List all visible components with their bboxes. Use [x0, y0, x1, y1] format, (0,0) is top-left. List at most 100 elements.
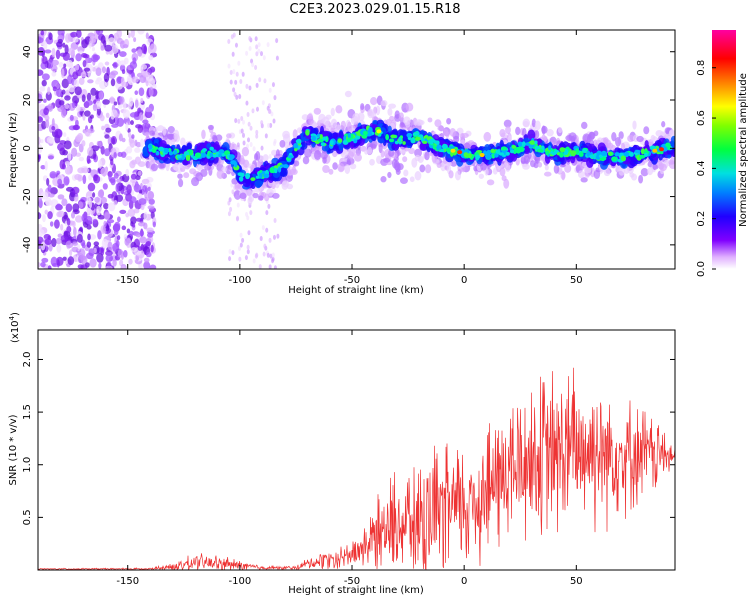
noise-blob — [40, 191, 49, 200]
ridge-halo — [380, 176, 387, 183]
noise-blob — [142, 119, 149, 124]
ridge-halo — [534, 130, 540, 139]
ridge-core — [254, 179, 263, 188]
noise-blob — [272, 118, 276, 124]
ridge-halo — [480, 162, 487, 171]
ridge-core — [332, 132, 338, 139]
ridge-hot — [394, 140, 399, 145]
noise-blob — [148, 198, 155, 205]
ridge-hot — [282, 164, 289, 169]
ridge-hot — [277, 167, 282, 173]
noise-blob — [40, 164, 46, 170]
ridge-hot — [559, 147, 566, 153]
noise-blob — [81, 140, 86, 147]
ridge-hot — [475, 154, 481, 159]
noise-blob — [97, 189, 105, 198]
noise-blob — [236, 202, 240, 208]
noise-blob — [45, 197, 52, 207]
noise-blob — [56, 41, 63, 48]
ridge-halo — [631, 173, 638, 181]
noise-blob — [245, 211, 249, 217]
noise-blob — [257, 48, 261, 54]
noise-blob — [45, 119, 50, 129]
ridge-halo — [167, 126, 175, 134]
colorbar-tick-label: 0.4 — [696, 160, 707, 176]
noise-blob — [110, 114, 115, 120]
ridge-peak — [479, 153, 485, 158]
ridge-halo — [636, 135, 644, 143]
noise-blob — [82, 174, 87, 185]
ridge-halo — [434, 119, 442, 128]
ridge-halo — [337, 162, 345, 173]
ridge-halo — [543, 171, 552, 177]
noise-blob — [108, 37, 116, 47]
noise-blob — [135, 217, 143, 222]
ridge-hot — [500, 146, 508, 151]
noise-blob — [266, 252, 270, 258]
noise-blob — [249, 210, 253, 216]
ridge-halo — [241, 146, 250, 157]
ridge-halo — [411, 157, 418, 168]
noise-blob — [137, 107, 142, 114]
noise-blob — [38, 154, 41, 160]
ridge-halo — [408, 147, 415, 155]
noise-blob — [140, 63, 148, 70]
ridge-halo — [399, 122, 405, 128]
ridge-hot — [362, 130, 368, 136]
noise-blob — [143, 261, 151, 269]
ridge-core — [670, 140, 675, 147]
noise-blob — [77, 248, 86, 258]
noise-blob — [96, 205, 102, 216]
colorbar-ticks: 0.0 0.2 0.4 0.6 0.8 — [696, 60, 716, 277]
ridge-halo — [347, 150, 354, 160]
noise-blob — [134, 90, 139, 96]
noise-blob — [88, 234, 97, 240]
noise-blob — [85, 215, 93, 225]
noise-blob — [251, 62, 255, 68]
ridge-hot — [158, 146, 165, 152]
noise-blob — [143, 211, 148, 221]
noise-blob — [61, 78, 69, 89]
ridge-halo — [344, 164, 351, 175]
spectrogram-x-axis: -150 -100 -50 0 50 — [116, 30, 583, 286]
ridge-halo — [239, 192, 247, 199]
snr-y-scale-exponent: 4 — [8, 315, 16, 320]
noise-blob — [255, 82, 259, 88]
ridge-halo — [378, 143, 383, 154]
ridge-halo — [638, 174, 644, 184]
noise-blob — [145, 108, 153, 113]
noise-blob — [146, 227, 154, 233]
noise-blob — [254, 253, 258, 259]
noise-blob — [260, 51, 264, 57]
noise-blob — [100, 45, 105, 51]
ridge-hot — [628, 152, 634, 157]
noise-blob — [104, 61, 110, 66]
noise-blob — [245, 50, 249, 56]
noise-blob — [234, 42, 238, 48]
noise-blob — [139, 236, 147, 244]
noise-blob — [117, 248, 123, 258]
noise-blob — [80, 255, 88, 266]
y-tick-label: -20 — [22, 188, 33, 204]
colorbar-tick-label: 0.8 — [696, 60, 707, 76]
ridge-core — [163, 157, 172, 164]
noise-blob — [249, 125, 253, 131]
ridge-hot — [529, 140, 536, 145]
noise-blob — [97, 230, 102, 240]
noise-blob — [119, 96, 125, 105]
ridge-halo — [165, 161, 170, 172]
noise-blob — [79, 226, 83, 233]
y-tick-label: 0.5 — [22, 509, 33, 525]
x-tick-label: -100 — [229, 275, 252, 286]
noise-blob — [235, 94, 239, 100]
ridge-hot — [537, 148, 544, 153]
noise-blob — [263, 78, 267, 84]
noise-blob — [56, 170, 61, 175]
ridge-halo — [286, 183, 294, 190]
ridge-hot — [534, 140, 538, 145]
ridge-halo — [257, 195, 264, 201]
ridge-hot — [601, 156, 607, 161]
noise-blob — [47, 103, 54, 112]
ridge-halo — [483, 131, 492, 142]
noise-blob — [81, 242, 86, 249]
